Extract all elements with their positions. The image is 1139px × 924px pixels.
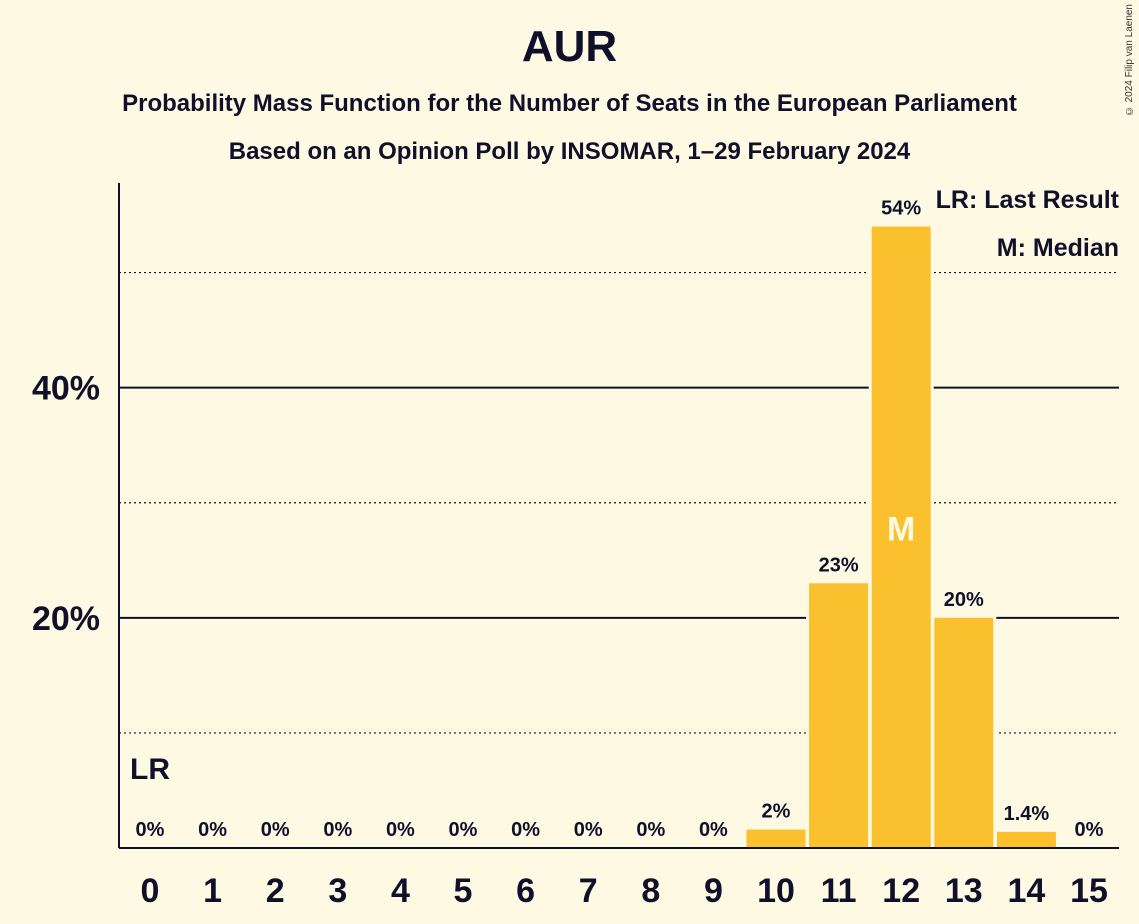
x-tick-label: 1 [203,872,222,910]
last-result-marker: LR [130,753,170,786]
x-tick-label: 11 [821,872,857,910]
chart-source-subtitle: Based on an Opinion Poll by INSOMAR, 1–2… [228,138,911,165]
y-tick-label: 20% [32,600,100,638]
x-tick-label: 6 [516,872,535,910]
data-label: 0% [386,819,415,841]
data-label: 0% [136,819,165,841]
bar [934,617,994,848]
median-marker: M [887,510,915,548]
x-tick-label: 10 [757,872,795,910]
data-label: 0% [511,819,540,841]
bar [746,829,806,848]
legend-last-result: LR: Last Result [935,186,1119,214]
chart-title: AUR [521,22,618,71]
bar [809,583,869,848]
x-tick-label: 2 [266,872,285,910]
x-tick-label: 9 [704,872,723,910]
x-tick-label: 5 [454,872,473,910]
data-label: 0% [699,819,728,841]
x-tick-label: 15 [1070,872,1108,910]
data-label: 0% [574,819,603,841]
data-label: 0% [261,819,290,841]
x-tick-label: 0 [141,872,160,910]
data-label: 0% [1075,819,1104,841]
bar [871,226,931,849]
data-label: 0% [636,819,665,841]
data-label: 2% [762,801,791,823]
y-tick-label: 40% [32,370,100,408]
data-label: 0% [323,819,352,841]
data-label: 1.4% [1004,803,1050,825]
data-label: 23% [819,554,859,576]
x-tick-label: 13 [945,872,983,910]
data-label: 20% [944,589,984,611]
data-label: 0% [449,819,478,841]
chart-subtitle: Probability Mass Function for the Number… [122,90,1017,117]
bar [996,831,1056,848]
legend-median: M: Median [996,234,1119,262]
data-label: 54% [881,198,921,220]
x-tick-label: 4 [391,872,410,910]
x-tick-label: 8 [641,872,660,910]
x-tick-label: 14 [1007,872,1045,910]
x-tick-label: 3 [328,872,347,910]
data-label: 0% [198,819,227,841]
x-tick-label: 12 [882,872,920,910]
x-tick-label: 7 [579,872,598,910]
